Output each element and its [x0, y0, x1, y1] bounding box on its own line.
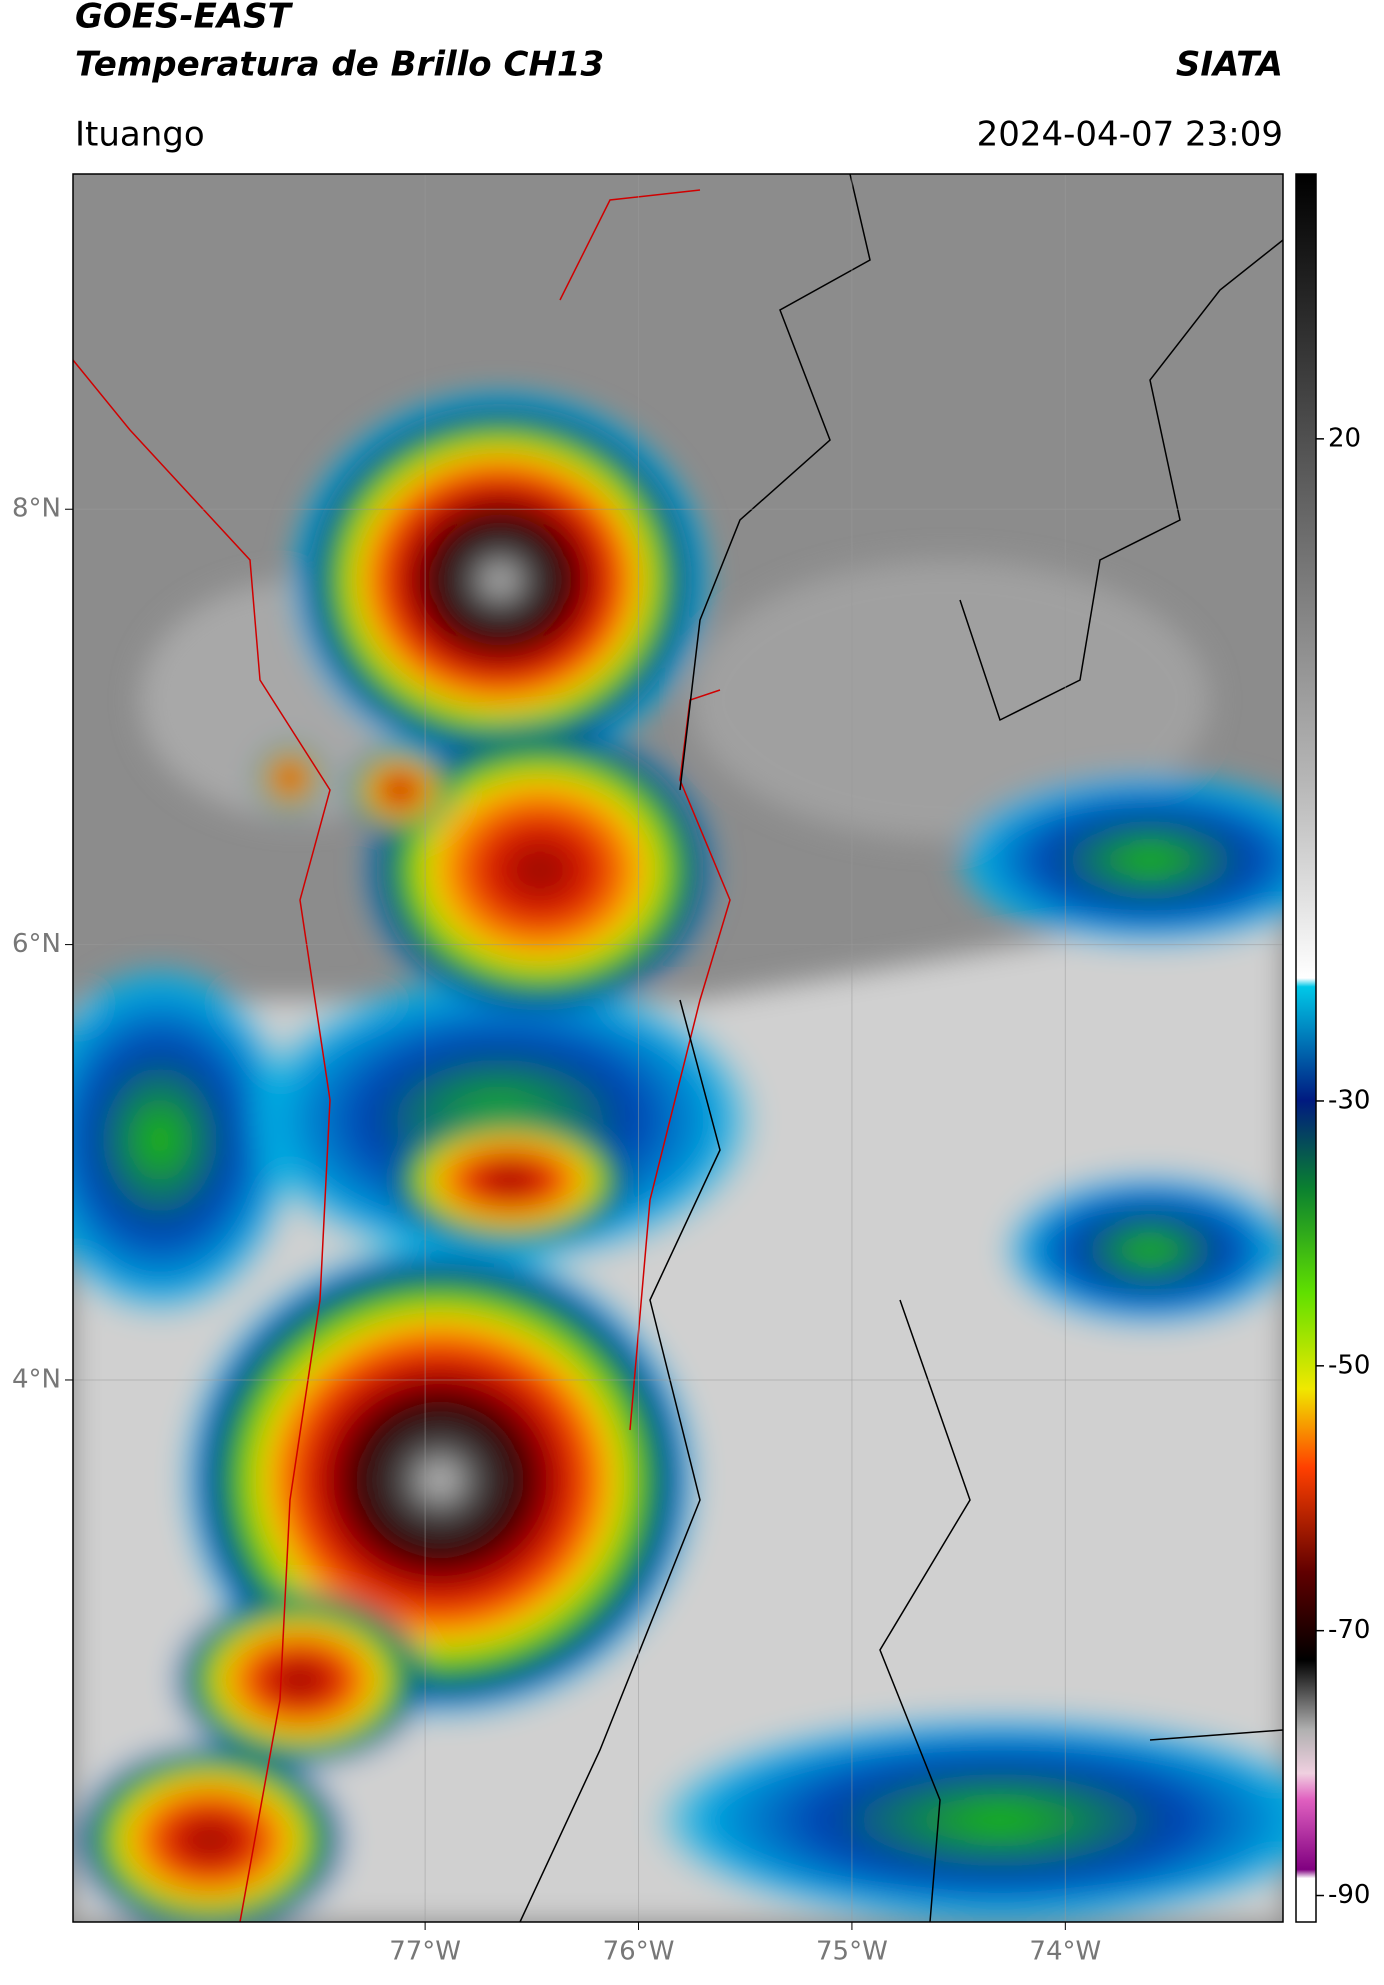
colorbar-tick-label: -70	[1328, 1615, 1370, 1645]
colorbar-tick-label: -30	[1328, 1085, 1370, 1115]
colorbar-tick-label: -50	[1328, 1350, 1370, 1380]
colorbar	[1295, 173, 1317, 1923]
colorbar-tick-label: -90	[1328, 1880, 1370, 1910]
satellite-image	[73, 174, 1283, 1922]
y-tick-label: 8°N	[12, 494, 61, 524]
x-tick-label: 76°W	[603, 1937, 675, 1967]
x-tick-label: 77°W	[389, 1937, 461, 1967]
source: SIATA	[1176, 45, 1283, 85]
title: GOES-EAST	[75, 0, 294, 37]
y-tick-label: 6°N	[12, 929, 61, 959]
x-tick-label: 75°W	[816, 1937, 888, 1967]
x-tick-label: 74°W	[1029, 1937, 1101, 1967]
datetime: 2024-04-07 23:09	[977, 115, 1283, 155]
subtitle: Temperatura de Brillo CH13	[75, 45, 604, 85]
y-tick-label: 4°N	[12, 1364, 61, 1394]
location: Ituango	[75, 115, 205, 155]
colorbar-tick-label: 20	[1328, 423, 1361, 453]
map-frame	[72, 173, 1284, 1923]
